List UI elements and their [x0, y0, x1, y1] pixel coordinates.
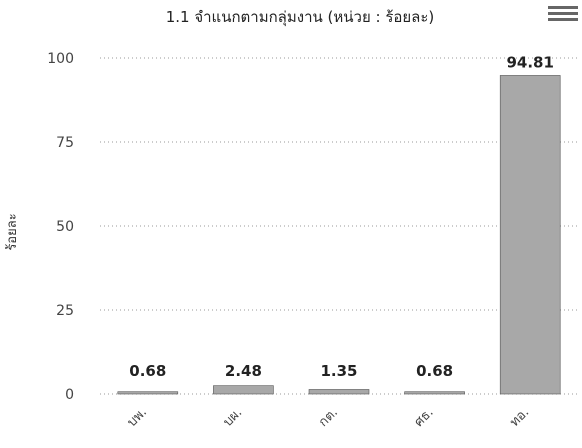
y-tick-label: 0 — [65, 387, 74, 403]
y-axis-ticks: 0 25 50 75 100 — [47, 51, 74, 403]
hamburger-menu-icon[interactable] — [548, 6, 578, 28]
bar-value-label: 0.68 — [129, 362, 166, 380]
bar — [404, 391, 465, 395]
chart-title: 1.1 จำแนกตามกลุ่มงาน (หน่วย : ร้อยละ) — [166, 8, 435, 27]
x-tick-label: บผ. — [221, 405, 246, 430]
x-tick-label: กต. — [316, 405, 341, 430]
bar-value-label: 1.35 — [320, 362, 357, 380]
bar — [117, 391, 179, 395]
x-tick-label: ศธ. — [412, 405, 437, 430]
menu-line — [548, 12, 578, 15]
bar — [308, 389, 370, 395]
x-tick-label: บพ. — [125, 405, 150, 430]
y-tick-label: 25 — [56, 303, 74, 319]
y-tick-label: 100 — [47, 51, 74, 67]
bar-value-label: 0.68 — [416, 362, 453, 380]
bar — [499, 75, 561, 395]
y-tick-label: 50 — [56, 219, 74, 235]
bar-value-label: 94.81 — [506, 53, 553, 71]
x-tick-label: ทอ. — [507, 405, 532, 430]
bar — [213, 385, 274, 395]
menu-line — [548, 6, 578, 9]
x-axis-ticks: บพ. บผ. กต. ศธ. ทอ. — [125, 405, 533, 430]
bars: 0.68 2.48 1.35 0.68 94.81 — [117, 53, 561, 395]
y-tick-label: 75 — [56, 135, 74, 151]
bar-value-label: 2.48 — [225, 362, 262, 380]
menu-line — [548, 18, 578, 21]
y-axis-label: ร้อยละ — [5, 213, 20, 250]
